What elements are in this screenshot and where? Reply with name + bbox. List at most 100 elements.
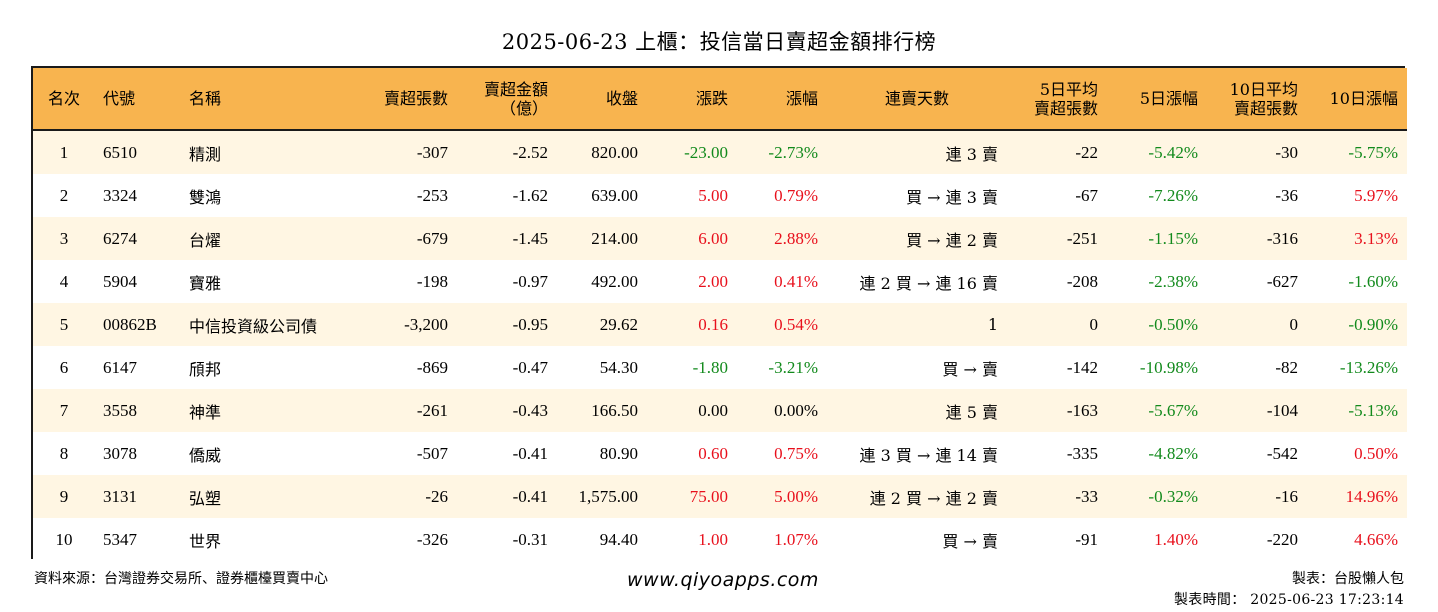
cell-pct5: -7.26% bbox=[1148, 185, 1198, 205]
cell-name: 雙鴻 bbox=[189, 187, 222, 207]
cell-avg5: -163 bbox=[1066, 400, 1098, 420]
cell-name: 頎邦 bbox=[189, 359, 222, 379]
cell-change: 75.00 bbox=[689, 486, 728, 506]
cell-pct: 2.88% bbox=[774, 228, 818, 248]
cell-rank: 1 bbox=[59, 142, 69, 162]
cell-pct5: -10.98% bbox=[1139, 357, 1198, 377]
cell-sell-shares: -198 bbox=[416, 271, 448, 291]
cell-change: 1.00 bbox=[698, 529, 728, 549]
cell-pct5: -2.38% bbox=[1148, 271, 1198, 291]
cell-streak: 連 3 賣 bbox=[945, 144, 998, 164]
cell-streak: 連 3 買 → 連 14 賣 bbox=[859, 445, 998, 465]
cell-name: 僑威 bbox=[189, 445, 222, 465]
cell-sell-amount: -0.95 bbox=[512, 314, 548, 334]
cell-close: 80.90 bbox=[599, 443, 638, 463]
cell-streak: 買 → 賣 bbox=[942, 359, 998, 379]
cell-name: 世界 bbox=[189, 531, 222, 551]
author-label: 製表：台股懶人包 bbox=[1292, 571, 1404, 587]
cell-code: 5347 bbox=[103, 529, 137, 549]
ranking-table: 名次 代號 名稱 賣超張數 賣超金額 （億） 收盤 漲跌 漲幅 連賣天數 5日平均… bbox=[31, 66, 1407, 561]
cell-pct: -3.21% bbox=[768, 357, 818, 377]
cell-rank: 5 bbox=[59, 314, 69, 334]
cell-close: 29.62 bbox=[599, 314, 638, 334]
header-pct5: 5日漲幅 bbox=[1139, 89, 1198, 108]
header-close: 收盤 bbox=[605, 89, 638, 108]
cell-change: -1.80 bbox=[692, 357, 728, 377]
cell-sell-amount: -2.52 bbox=[512, 142, 548, 162]
cell-rank: 2 bbox=[59, 185, 69, 205]
cell-pct10: 14.96% bbox=[1345, 486, 1398, 506]
header-pct10: 10日漲幅 bbox=[1329, 89, 1398, 108]
cell-code: 6147 bbox=[103, 357, 137, 377]
cell-code: 3558 bbox=[103, 400, 137, 420]
cell-code: 3324 bbox=[103, 185, 137, 205]
cell-rank: 7 bbox=[59, 400, 69, 420]
cell-pct: -2.73% bbox=[768, 142, 818, 162]
cell-close: 214.00 bbox=[591, 228, 638, 248]
cell-sell-shares: -507 bbox=[416, 443, 448, 463]
cell-code: 3131 bbox=[103, 486, 137, 506]
header-avg10: 10日平均 賣超張數 bbox=[1229, 79, 1298, 118]
page-title: 2025-06-23 上櫃：投信當日賣超金額排行榜 bbox=[501, 30, 937, 54]
cell-avg10: 0 bbox=[1289, 314, 1299, 334]
cell-avg5: -33 bbox=[1075, 486, 1098, 506]
cell-streak: 買 → 連 3 賣 bbox=[906, 187, 998, 207]
cell-change: -23.00 bbox=[684, 142, 728, 162]
cell-avg5: 0 bbox=[1089, 314, 1099, 334]
cell-avg10: -30 bbox=[1275, 142, 1298, 162]
cell-change: 5.00 bbox=[698, 185, 728, 205]
cell-pct: 0.41% bbox=[774, 271, 818, 291]
cell-name: 神準 bbox=[189, 402, 222, 422]
header-streak: 連賣天數 bbox=[884, 89, 949, 108]
cell-code: 00862B bbox=[103, 314, 157, 334]
cell-rank: 10 bbox=[55, 529, 73, 549]
cell-change: 2.00 bbox=[698, 271, 728, 291]
cell-code: 6510 bbox=[103, 142, 137, 162]
cell-rank: 6 bbox=[59, 357, 69, 377]
cell-name: 台燿 bbox=[189, 230, 222, 250]
cell-pct10: 3.13% bbox=[1354, 228, 1398, 248]
website-link[interactable]: www.qiyoapps.com bbox=[627, 569, 819, 591]
cell-sell-shares: -261 bbox=[416, 400, 448, 420]
header-change: 漲跌 bbox=[695, 89, 728, 108]
table-row: 5 00862B 中信投資級公司債 -3,200 -0.95 29.62 0.16 0.54%… bbox=[33, 303, 1407, 346]
table-row: 9 3131 弘塑 -26 -0.41 1,575.00 75.00 5.00% 連 2 買 →… bbox=[33, 475, 1407, 518]
cell-pct5: -1.15% bbox=[1148, 228, 1198, 248]
cell-avg10: -36 bbox=[1275, 185, 1298, 205]
cell-change: 6.00 bbox=[698, 228, 728, 248]
cell-rank: 9 bbox=[59, 486, 69, 506]
cell-sell-amount: -0.47 bbox=[512, 357, 548, 377]
cell-name: 中信投資級公司債 bbox=[189, 316, 318, 336]
cell-name: 精測 bbox=[189, 144, 222, 164]
cell-sell-amount: -0.41 bbox=[512, 486, 548, 506]
cell-pct10: 4.66% bbox=[1354, 529, 1398, 549]
cell-close: 820.00 bbox=[591, 142, 638, 162]
cell-sell-amount: -0.43 bbox=[512, 400, 548, 420]
cell-sell-shares: -307 bbox=[416, 142, 448, 162]
cell-pct: 0.75% bbox=[774, 443, 818, 463]
table-header-row: 名次 代號 名稱 賣超張數 賣超金額 （億） 收盤 漲跌 漲幅 連賣天數 5日平均… bbox=[33, 68, 1407, 130]
cell-sell-amount: -0.31 bbox=[512, 529, 548, 549]
cell-code: 6274 bbox=[103, 228, 137, 248]
generated-time: 製表時間： 2025-06-23 17:23:14 bbox=[1174, 592, 1404, 608]
cell-avg5: -251 bbox=[1066, 228, 1098, 248]
cell-pct10: 0.50% bbox=[1354, 443, 1398, 463]
cell-sell-shares: -253 bbox=[416, 185, 448, 205]
cell-avg10: -82 bbox=[1275, 357, 1298, 377]
cell-sell-shares: -3,200 bbox=[404, 314, 448, 334]
cell-sell-amount: -0.41 bbox=[512, 443, 548, 463]
cell-sell-shares: -679 bbox=[416, 228, 448, 248]
cell-close: 639.00 bbox=[591, 185, 638, 205]
table-row: 10 5347 世界 -326 -0.31 94.40 1.00 1.07% 買 → 賣 -91 1… bbox=[33, 518, 1407, 561]
cell-pct5: -4.82% bbox=[1148, 443, 1198, 463]
header-sell-amount: 賣超金額 （億） bbox=[483, 79, 548, 118]
cell-avg5: -208 bbox=[1066, 271, 1098, 291]
cell-pct5: -0.32% bbox=[1148, 486, 1198, 506]
cell-sell-amount: -1.45 bbox=[512, 228, 548, 248]
cell-streak: 買 → 連 2 賣 bbox=[906, 230, 998, 250]
cell-close: 94.40 bbox=[599, 529, 638, 549]
cell-pct: 0.54% bbox=[774, 314, 818, 334]
cell-change: 0.60 bbox=[698, 443, 728, 463]
cell-pct10: -0.90% bbox=[1348, 314, 1398, 334]
header-code: 代號 bbox=[103, 89, 136, 108]
